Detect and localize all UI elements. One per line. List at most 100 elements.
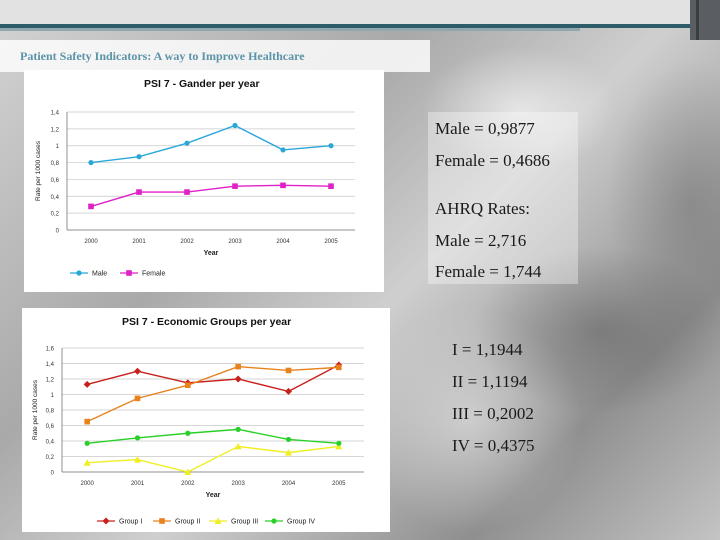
y-tick-label: 1,2 (46, 378, 55, 384)
data-point (136, 154, 142, 160)
y-tick-label: 1,4 (51, 111, 60, 117)
x-tick-label: 2000 (84, 239, 98, 245)
stat-ahrq-male: Male = 2,716 (435, 231, 527, 250)
data-point (88, 203, 94, 210)
x-axis-label: Year (206, 492, 221, 499)
legend-marker (271, 518, 277, 524)
y-axis-label: Rate per 1000 cases (32, 379, 39, 440)
legend-marker (126, 270, 132, 276)
stat-group-iii: III = 0,2002 (452, 404, 534, 423)
data-point (84, 440, 90, 446)
series-line-4 (87, 428, 339, 445)
legend-marker (76, 270, 82, 276)
data-point (136, 189, 142, 195)
chart-title: PSI 7 - Economic Groups per year (122, 316, 291, 328)
data-point (184, 189, 190, 195)
chart-title: PSI 7 - Gander per year (144, 78, 260, 90)
stat-group-ii: II = 1,1194 (452, 372, 528, 391)
y-tick-label: 0,6 (46, 424, 55, 430)
gender-chart-panel: PSI 7 - Gander per year 0 0,2 0,4 0,6 0,8 1 1,2… (24, 70, 384, 292)
stat-male: Male = 0,9877 (435, 119, 535, 138)
x-tick-label: 2001 (132, 239, 146, 245)
slide-title: Patient Safety Indicators: A way to Impr… (20, 49, 305, 63)
data-point (232, 183, 238, 189)
data-point (285, 436, 292, 443)
data-point (285, 367, 292, 374)
data-point (83, 380, 91, 388)
data-point (280, 147, 286, 153)
data-point (280, 182, 286, 189)
y-tick-label: 0,8 (51, 161, 60, 167)
series-line-2 (90, 184, 332, 208)
data-point (88, 159, 94, 166)
economic-chart: PSI 7 - Economic Groups per year 0 0,2 0,4 0… (32, 316, 364, 526)
x-axis-label: Year (204, 250, 219, 257)
stat-ahrq-heading: AHRQ Rates: (435, 199, 530, 218)
data-point (234, 442, 242, 450)
y-tick-label: 0,2 (51, 212, 60, 218)
stat-group-i: I = 1,1944 (452, 340, 523, 359)
y-tick-label: 0,6 (51, 178, 60, 184)
data-point (185, 430, 191, 436)
top-accent-line-light (0, 28, 580, 31)
y-tick-label: 0,4 (46, 440, 55, 446)
data-point (134, 435, 141, 441)
y-tick-label: 0,4 (51, 195, 60, 201)
data-point (328, 183, 334, 189)
x-tick-label: 2002 (180, 239, 194, 245)
y-tick-label: 0 (51, 471, 55, 477)
y-tick-label: 1 (56, 144, 60, 150)
data-point (285, 387, 292, 395)
series-line-2 (86, 365, 339, 423)
stat-ahrq-female: Female = 1,744 (435, 262, 542, 281)
data-point (134, 456, 141, 463)
data-point (285, 449, 292, 456)
y-tick-label: 0 (56, 229, 60, 235)
legend-marker (214, 517, 222, 524)
data-point (234, 375, 242, 383)
legend-marker (102, 517, 110, 525)
data-point (328, 143, 334, 149)
y-tick-label: 0,2 (46, 455, 55, 461)
data-point (336, 364, 342, 371)
x-tick-label: 2003 (231, 481, 245, 487)
y-axis-label: Rate per 1000 cases (35, 140, 42, 201)
legend-label: Group I (119, 519, 142, 526)
data-point (336, 440, 342, 446)
data-point (235, 363, 241, 370)
data-point (184, 140, 190, 146)
data-point (84, 418, 90, 425)
corner-decoration-line (696, 0, 699, 40)
y-tick-label: 1 (51, 393, 55, 399)
top-accent-line (0, 24, 720, 28)
data-point (185, 382, 191, 388)
x-tick-label: 2005 (332, 481, 346, 487)
data-point (184, 468, 192, 475)
series-line-3 (87, 445, 339, 473)
stats-top-backdrop (428, 112, 578, 284)
stat-female: Female = 0,4686 (435, 151, 550, 170)
x-tick-label: 2004 (282, 481, 296, 487)
y-tick-label: 1,4 (46, 362, 55, 368)
x-tick-label: 2002 (181, 481, 195, 487)
legend-label: Group IV (287, 519, 315, 526)
data-point (134, 367, 141, 375)
y-tick-label: 1,6 (46, 347, 55, 353)
x-tick-label: 2001 (131, 481, 145, 487)
top-bar (0, 0, 720, 24)
x-tick-label: 2005 (324, 239, 338, 245)
legend-label: Female (142, 271, 165, 278)
legend-label: Group II (175, 519, 200, 526)
y-tick-label: 0,8 (46, 409, 55, 415)
gender-chart: PSI 7 - Gander per year 0 0,2 0,4 0,6 0,8 1 1,2… (35, 78, 355, 278)
corner-decoration (690, 0, 720, 40)
x-tick-label: 2004 (276, 239, 290, 245)
data-point (235, 426, 241, 432)
data-point (335, 442, 343, 450)
series-line-1 (90, 124, 332, 164)
data-point (232, 122, 238, 129)
legend-label: Male (92, 271, 107, 278)
economic-chart-panel: PSI 7 - Economic Groups per year 0 0,2 0,4 0… (22, 308, 390, 532)
y-tick-label: 1,2 (51, 127, 60, 133)
series-line-1 (86, 364, 340, 393)
